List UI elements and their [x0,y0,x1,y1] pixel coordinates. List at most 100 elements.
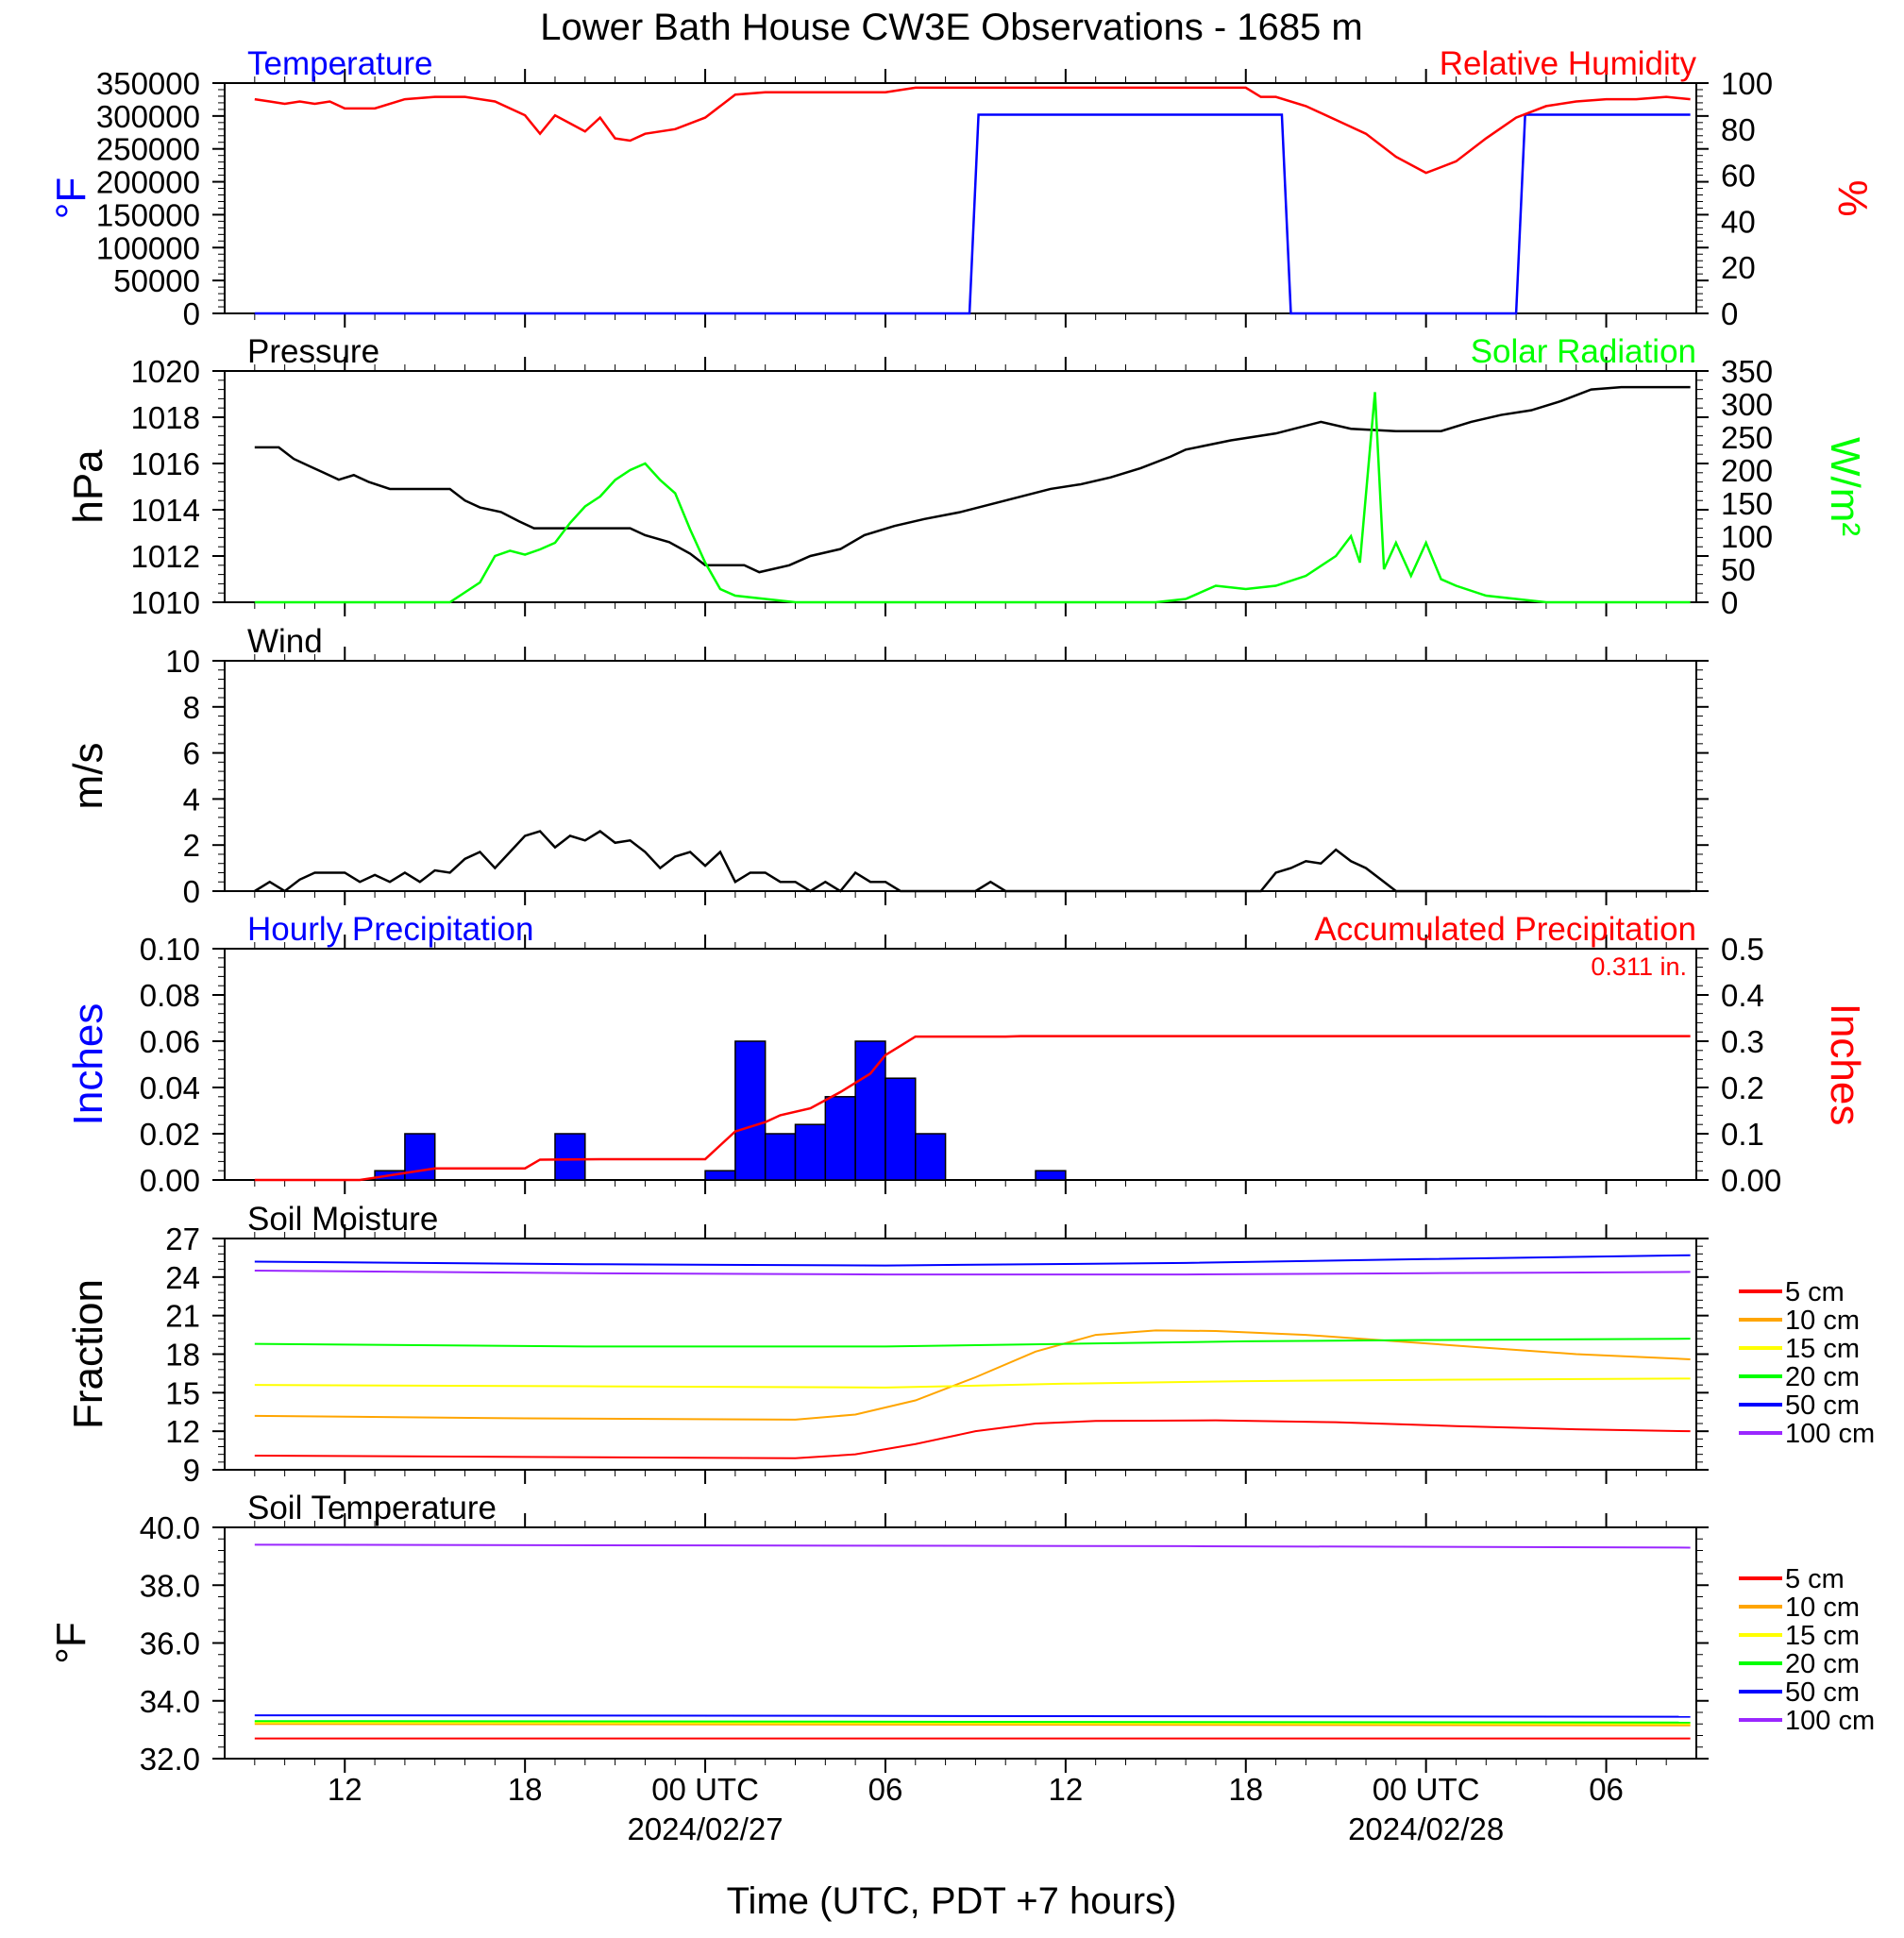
left-y-axis-label: Inches [65,1003,111,1126]
right-y-axis-label: Inches [1822,1003,1868,1126]
left-y-tick-label: 150000 [96,197,200,232]
right-y-tick-label: 350 [1721,354,1773,389]
wind-frame [224,660,1697,892]
accumulated-precipitation-title: Accumulated Precipitation [1314,911,1696,948]
hourly-precipitation-title: Hourly Precipitation [247,911,533,948]
right-y-tick-label: 150 [1721,486,1773,521]
legend-label: 100 cm [1785,1419,1875,1449]
temp-rh-panel: 0500001000001500002000002500003000003500… [48,45,1876,331]
right-y-tick-label: 100 [1721,519,1773,554]
legend-label: 5 cm [1785,1564,1845,1594]
left-y-tick-label: 0.04 [140,1070,200,1105]
left-y-tick-label: 50000 [113,263,200,298]
left-y-tick-label: 10 [165,644,200,679]
hourly-precip-bar [885,1077,917,1181]
hourly-precip-bar [764,1133,797,1181]
left-y-axis-label: °F [48,1622,94,1663]
right-y-tick-label: 200 [1721,453,1773,488]
50-cm-line [254,1254,1691,1267]
left-y-tick-label: 38.0 [140,1568,200,1603]
15-cm-line [254,1377,1691,1389]
left-y-tick-label: 24 [165,1260,200,1295]
left-y-tick-label: 9 [183,1453,200,1488]
legend-label: 100 cm [1785,1706,1875,1736]
soil-temperature-panel: 32.0 34.0 36.0 38.0 40.0 Soil Temperature °F 5 … [48,1490,1875,1777]
right-y-tick-label: 250 [1721,420,1773,455]
100-cm-line [254,1543,1691,1549]
left-y-tick-label: 12 [165,1414,200,1449]
soil-temperature-title: Soil Temperature [247,1490,497,1526]
x-date-label: 2024/02/28 [1348,1812,1504,1846]
left-y-tick-label: 200000 [96,165,200,200]
left-y-axis-label: m/s [65,743,111,810]
left-y-tick-label: 1016 [131,447,200,481]
accumulated-total-label: 0.311 in. [1591,952,1687,981]
10-cm-line [254,1723,1691,1727]
hourly-precip-bar [734,1040,767,1181]
left-y-tick-label: 0.10 [140,932,200,967]
x-tick-label: 18 [1228,1772,1263,1807]
left-y-axis-label: °F [48,177,94,219]
hourly-precip-bar [1035,1170,1067,1181]
20-cm-line [254,1338,1691,1348]
left-y-axis-label: Fraction [65,1279,111,1429]
temp-rh-frame [224,82,1697,314]
legend-label: 50 cm [1785,1390,1860,1421]
x-tick-label: 06 [868,1772,903,1807]
legend-label: 15 cm [1785,1334,1860,1364]
left-y-tick-label: 15 [165,1375,200,1410]
right-y-tick-label: 0 [1721,585,1738,620]
legend-label: 20 cm [1785,1362,1860,1392]
right-y-tick-label: 60 [1721,159,1756,194]
hourly-precip-bar [824,1096,856,1181]
right-y-tick-label: 40 [1721,204,1756,239]
left-y-tick-label: 0.06 [140,1024,200,1059]
panels-group: 0500001000001500002000002500003000003500… [48,45,1876,1846]
right-y-tick-label: 80 [1721,112,1756,147]
left-y-tick-label: 36.0 [140,1626,200,1661]
left-y-tick-label: 4 [183,782,200,817]
pressure-title: Pressure [247,333,379,370]
left-y-tick-label: 1014 [131,493,200,528]
right-y-tick-label: 0.2 [1721,1070,1764,1105]
accumulated-precip-line [254,1035,1691,1182]
right-y-tick-label: 20 [1721,250,1756,285]
left-y-axis-label: hPa [65,449,111,524]
left-y-tick-label: 300000 [96,99,200,134]
wind-panel: 0 2 4 6 8 10 Wind m/s [65,623,1709,909]
pressure-line [254,385,1691,574]
15-cm-line [254,1721,1691,1726]
legend-label: 20 cm [1785,1649,1860,1679]
right-y-tick-label: 0.5 [1721,932,1764,967]
legend-label: 10 cm [1785,1593,1860,1623]
solar-radiation-title: Solar Radiation [1471,333,1696,370]
left-y-tick-label: 6 [183,736,200,771]
x-tick-label: 12 [328,1772,362,1807]
temperature-line [254,113,1691,315]
right-y-tick-label: 0.4 [1721,978,1764,1013]
relative-humidity-line [254,86,1691,175]
left-y-tick-label: 18 [165,1338,200,1373]
left-y-tick-label: 1020 [131,354,200,389]
left-y-tick-label: 0.00 [140,1163,200,1198]
right-y-axis-label: W/m² [1822,437,1868,536]
x-axis-label: Time (UTC, PDT +7 hours) [727,1880,1177,1922]
relative-humidity-title: Relative Humidity [1440,45,1697,82]
figure-title: Lower Bath House CW3E Observations - 168… [540,7,1363,48]
legend-label: 50 cm [1785,1677,1860,1708]
temperature-title: Temperature [247,45,432,82]
legend-label: 15 cm [1785,1621,1860,1651]
x-date-label: 2024/02/27 [627,1812,783,1846]
wind-line [254,830,1691,893]
5-cm-line [254,1419,1691,1459]
right-y-tick-label: 0.00 [1721,1163,1781,1198]
left-y-tick-label: 0.08 [140,978,200,1013]
right-y-tick-label: 0.3 [1721,1024,1764,1059]
right-y-tick-label: 0.1 [1721,1117,1764,1152]
precip-panel: 0.00 0.02 0.04 0.06 0.08 0.10 0.00 0.1 0.2 0.3 0.4… [65,911,1868,1198]
left-y-tick-label: 27 [165,1222,200,1256]
left-y-tick-label: 0 [183,296,200,331]
left-y-tick-label: 8 [183,690,200,725]
wind-title: Wind [247,623,323,660]
